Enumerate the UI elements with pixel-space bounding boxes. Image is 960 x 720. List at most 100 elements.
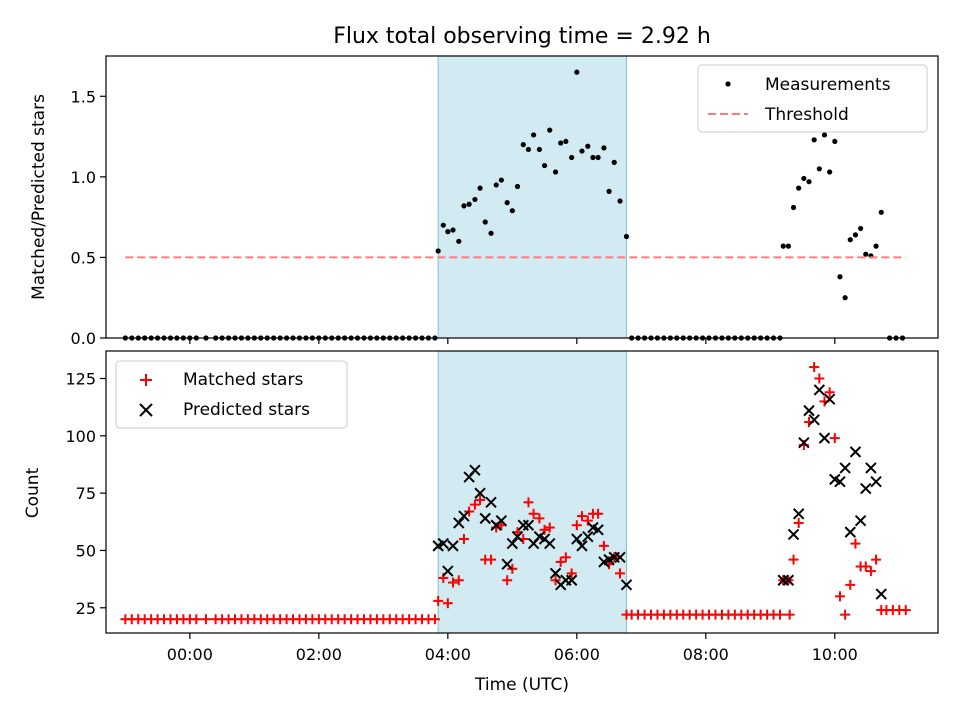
predicted-stars-point bbox=[447, 540, 459, 552]
measurements-point bbox=[498, 177, 504, 183]
measurements-point bbox=[811, 137, 817, 143]
top-y-tick-label: 0.5 bbox=[71, 248, 96, 267]
predicted-stars-point bbox=[485, 496, 497, 509]
measurements-point bbox=[435, 248, 441, 254]
matched-stars-point bbox=[191, 614, 202, 625]
predicted-stars-point bbox=[544, 537, 556, 550]
predicted-stars-point bbox=[849, 446, 862, 458]
legend-predicted-marker bbox=[139, 403, 153, 417]
predicted-stars-point bbox=[458, 510, 470, 522]
measurements-point bbox=[445, 229, 451, 235]
measurements-point bbox=[520, 142, 526, 148]
matched-stars-point bbox=[788, 554, 799, 565]
measurements-point bbox=[579, 148, 585, 154]
matched-stars-point bbox=[560, 552, 571, 563]
matched-stars-point bbox=[814, 373, 825, 384]
matched-stars-point bbox=[528, 508, 539, 519]
chart-title: Flux total observing time = 2.92 h bbox=[333, 24, 711, 49]
measurements-point bbox=[456, 238, 462, 244]
x-tick-label: 02:00 bbox=[296, 645, 342, 664]
measurements-point bbox=[547, 127, 553, 133]
matched-stars-point bbox=[433, 595, 444, 606]
bottom-y-tick-label: 50 bbox=[76, 541, 96, 560]
predicted-stars-point bbox=[501, 558, 513, 570]
matched-stars-point bbox=[539, 524, 550, 535]
measurements-point bbox=[611, 159, 617, 165]
predicted-stars-point bbox=[437, 537, 450, 550]
predicted-stars-point bbox=[818, 432, 831, 444]
matched-stars-point bbox=[447, 577, 458, 588]
matched-stars-point bbox=[566, 568, 577, 579]
predicted-stars-point bbox=[844, 526, 856, 538]
x-tick-label: 00:00 bbox=[167, 645, 213, 664]
predicted-stars-point bbox=[511, 531, 524, 543]
top-shaded-span bbox=[437, 56, 627, 338]
measurements-point bbox=[837, 274, 843, 280]
measurements-point bbox=[873, 243, 879, 249]
predicted-stars-point bbox=[787, 528, 800, 541]
matched-stars-point bbox=[593, 508, 604, 519]
x-tick-label: 10:00 bbox=[812, 645, 858, 664]
matched-stars-point bbox=[824, 387, 835, 398]
matched-stars-point bbox=[850, 538, 861, 549]
predicted-stars-point bbox=[549, 567, 562, 580]
matched-stars-point bbox=[200, 614, 211, 625]
measurements-point bbox=[785, 243, 791, 249]
predicted-stars-point bbox=[565, 574, 578, 586]
predicted-stars-point bbox=[803, 404, 815, 417]
matched-stars-point bbox=[865, 566, 876, 577]
measurements-point bbox=[595, 154, 601, 161]
bottom-shaded-span-fill bbox=[438, 351, 627, 633]
top-panel: Flux total observing time = 2.92 h 0.0 0.… bbox=[29, 24, 939, 348]
predicted-stars-point bbox=[854, 514, 867, 527]
measurements-point bbox=[493, 182, 499, 188]
matched-stars-point bbox=[615, 568, 626, 579]
matched-stars-point bbox=[582, 515, 593, 526]
bottom-y-tick-label: 25 bbox=[76, 599, 96, 618]
matched-stars-point bbox=[860, 561, 871, 572]
predicted-stars-point bbox=[453, 517, 465, 529]
measurements-point bbox=[541, 162, 548, 169]
bottom-shaded-span bbox=[437, 351, 627, 633]
x-axis-label: Time (UTC) bbox=[474, 675, 569, 695]
matched-stars-point bbox=[784, 609, 795, 620]
measurements-point bbox=[450, 227, 456, 233]
measurements-point bbox=[569, 154, 575, 161]
matched-stars-point bbox=[523, 497, 534, 508]
predicted-stars-point bbox=[823, 393, 836, 405]
top-legend: Measurements Threshold bbox=[697, 64, 928, 133]
matched-stars-point bbox=[502, 575, 513, 586]
predicted-stars-point bbox=[517, 519, 529, 531]
measurements-point bbox=[461, 203, 467, 209]
predicted-stars-point bbox=[839, 462, 851, 474]
predicted-stars-point bbox=[813, 384, 826, 396]
predicted-stars-point bbox=[798, 437, 810, 449]
predicted-stars-point bbox=[834, 475, 846, 488]
predicted-stars-point bbox=[582, 531, 594, 543]
matched-stars-point bbox=[469, 499, 480, 510]
matched-stars-point bbox=[576, 511, 587, 522]
predicted-stars-point bbox=[479, 512, 491, 525]
measurements-point bbox=[601, 145, 607, 151]
predicted-stars-point bbox=[522, 519, 535, 531]
predicted-stars-point bbox=[442, 565, 454, 577]
measurements-point bbox=[806, 179, 812, 185]
predicted-stars-point bbox=[614, 551, 626, 564]
measurements-point bbox=[558, 140, 564, 146]
bottom-panel: 00:00 02:00 04:00 06:00 08:00 10:00 25 50 75 100 1… bbox=[23, 350, 939, 695]
bottom-y-tick-label: 100 bbox=[65, 427, 96, 446]
bottom-axes-frame bbox=[105, 350, 939, 634]
top-y-tick-label: 1.5 bbox=[71, 87, 96, 106]
x-tick-label: 08:00 bbox=[683, 645, 729, 664]
predicted-stars-point bbox=[576, 540, 588, 552]
measurements-point bbox=[842, 295, 848, 301]
predicted-stars-point bbox=[592, 524, 604, 536]
x-tick-label: 04:00 bbox=[425, 645, 471, 664]
matched-stars-point bbox=[544, 522, 555, 533]
matched-stars-point bbox=[840, 609, 851, 620]
matched-stars-point bbox=[774, 609, 785, 620]
top-y-tick-label: 0.0 bbox=[71, 329, 96, 348]
measurements-point bbox=[832, 138, 838, 145]
predicted-stars-point bbox=[860, 482, 872, 495]
